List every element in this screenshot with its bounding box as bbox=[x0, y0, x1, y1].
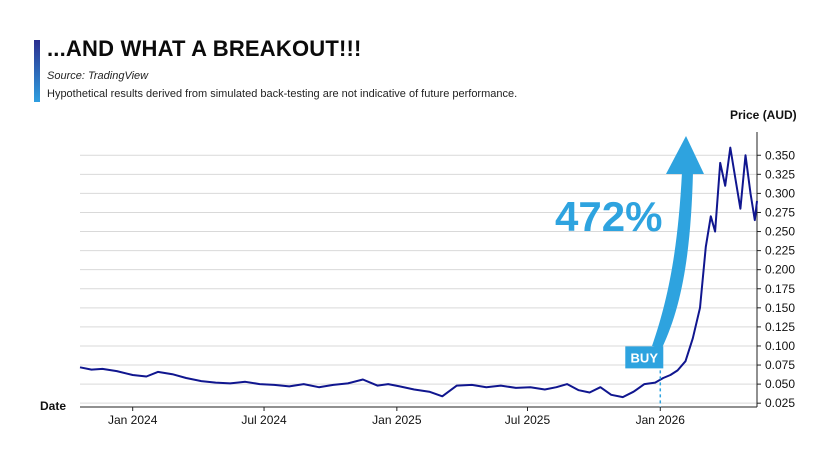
y-tick-label: 0.250 bbox=[765, 225, 795, 239]
y-tick-label: 0.100 bbox=[765, 339, 795, 353]
growth-arrow bbox=[652, 136, 704, 348]
x-tick-label: Jul 2024 bbox=[241, 413, 287, 427]
y-tick-label: 0.200 bbox=[765, 263, 795, 277]
y-tick-label: 0.025 bbox=[765, 396, 795, 410]
chart-title: ...AND WHAT A BREAKOUT!!! bbox=[47, 36, 362, 61]
y-axis-title: Price (AUD) bbox=[730, 108, 797, 122]
gain-percentage-label: 472% bbox=[555, 193, 662, 240]
x-tick-label: Jan 2026 bbox=[636, 413, 686, 427]
x-tick-label: Jul 2025 bbox=[505, 413, 551, 427]
y-tick-label: 0.275 bbox=[765, 205, 795, 219]
y-tick-label: 0.325 bbox=[765, 167, 795, 181]
x-tick-label: Jan 2025 bbox=[372, 413, 422, 427]
y-tick-label: 0.300 bbox=[765, 186, 795, 200]
growth-arrow-shaft bbox=[652, 172, 693, 348]
y-tick-labels: 0.025 0.050 0.075 0.100 0.125 0.150 0.175 0.200… bbox=[757, 148, 795, 410]
buy-marker-label: BUY bbox=[631, 350, 659, 365]
source-note: Source: TradingView bbox=[47, 70, 149, 82]
x-tick-labels: Jan 2024 Jul 2024 Jan 2025 Jul 2025 Jan 2026 bbox=[108, 407, 685, 427]
buy-marker-badge bbox=[625, 346, 664, 369]
grid-lines bbox=[80, 154, 757, 404]
growth-arrow-head bbox=[666, 136, 704, 174]
y-tick-label: 0.175 bbox=[765, 282, 795, 296]
y-tick-label: 0.075 bbox=[765, 358, 795, 372]
y-tick-label: 0.050 bbox=[765, 377, 795, 391]
disclaimer-note: Hypothetical results derived from simula… bbox=[47, 88, 518, 100]
y-tick-label: 0.225 bbox=[765, 244, 795, 258]
y-tick-label: 0.350 bbox=[765, 148, 795, 162]
x-axis-title: Date bbox=[40, 399, 66, 413]
x-tick-label: Jan 2024 bbox=[108, 413, 158, 427]
y-tick-label: 0.150 bbox=[765, 301, 795, 315]
price-series-line bbox=[79, 146, 758, 399]
y-tick-label: 0.125 bbox=[765, 320, 795, 334]
title-accent-bar bbox=[34, 40, 40, 102]
